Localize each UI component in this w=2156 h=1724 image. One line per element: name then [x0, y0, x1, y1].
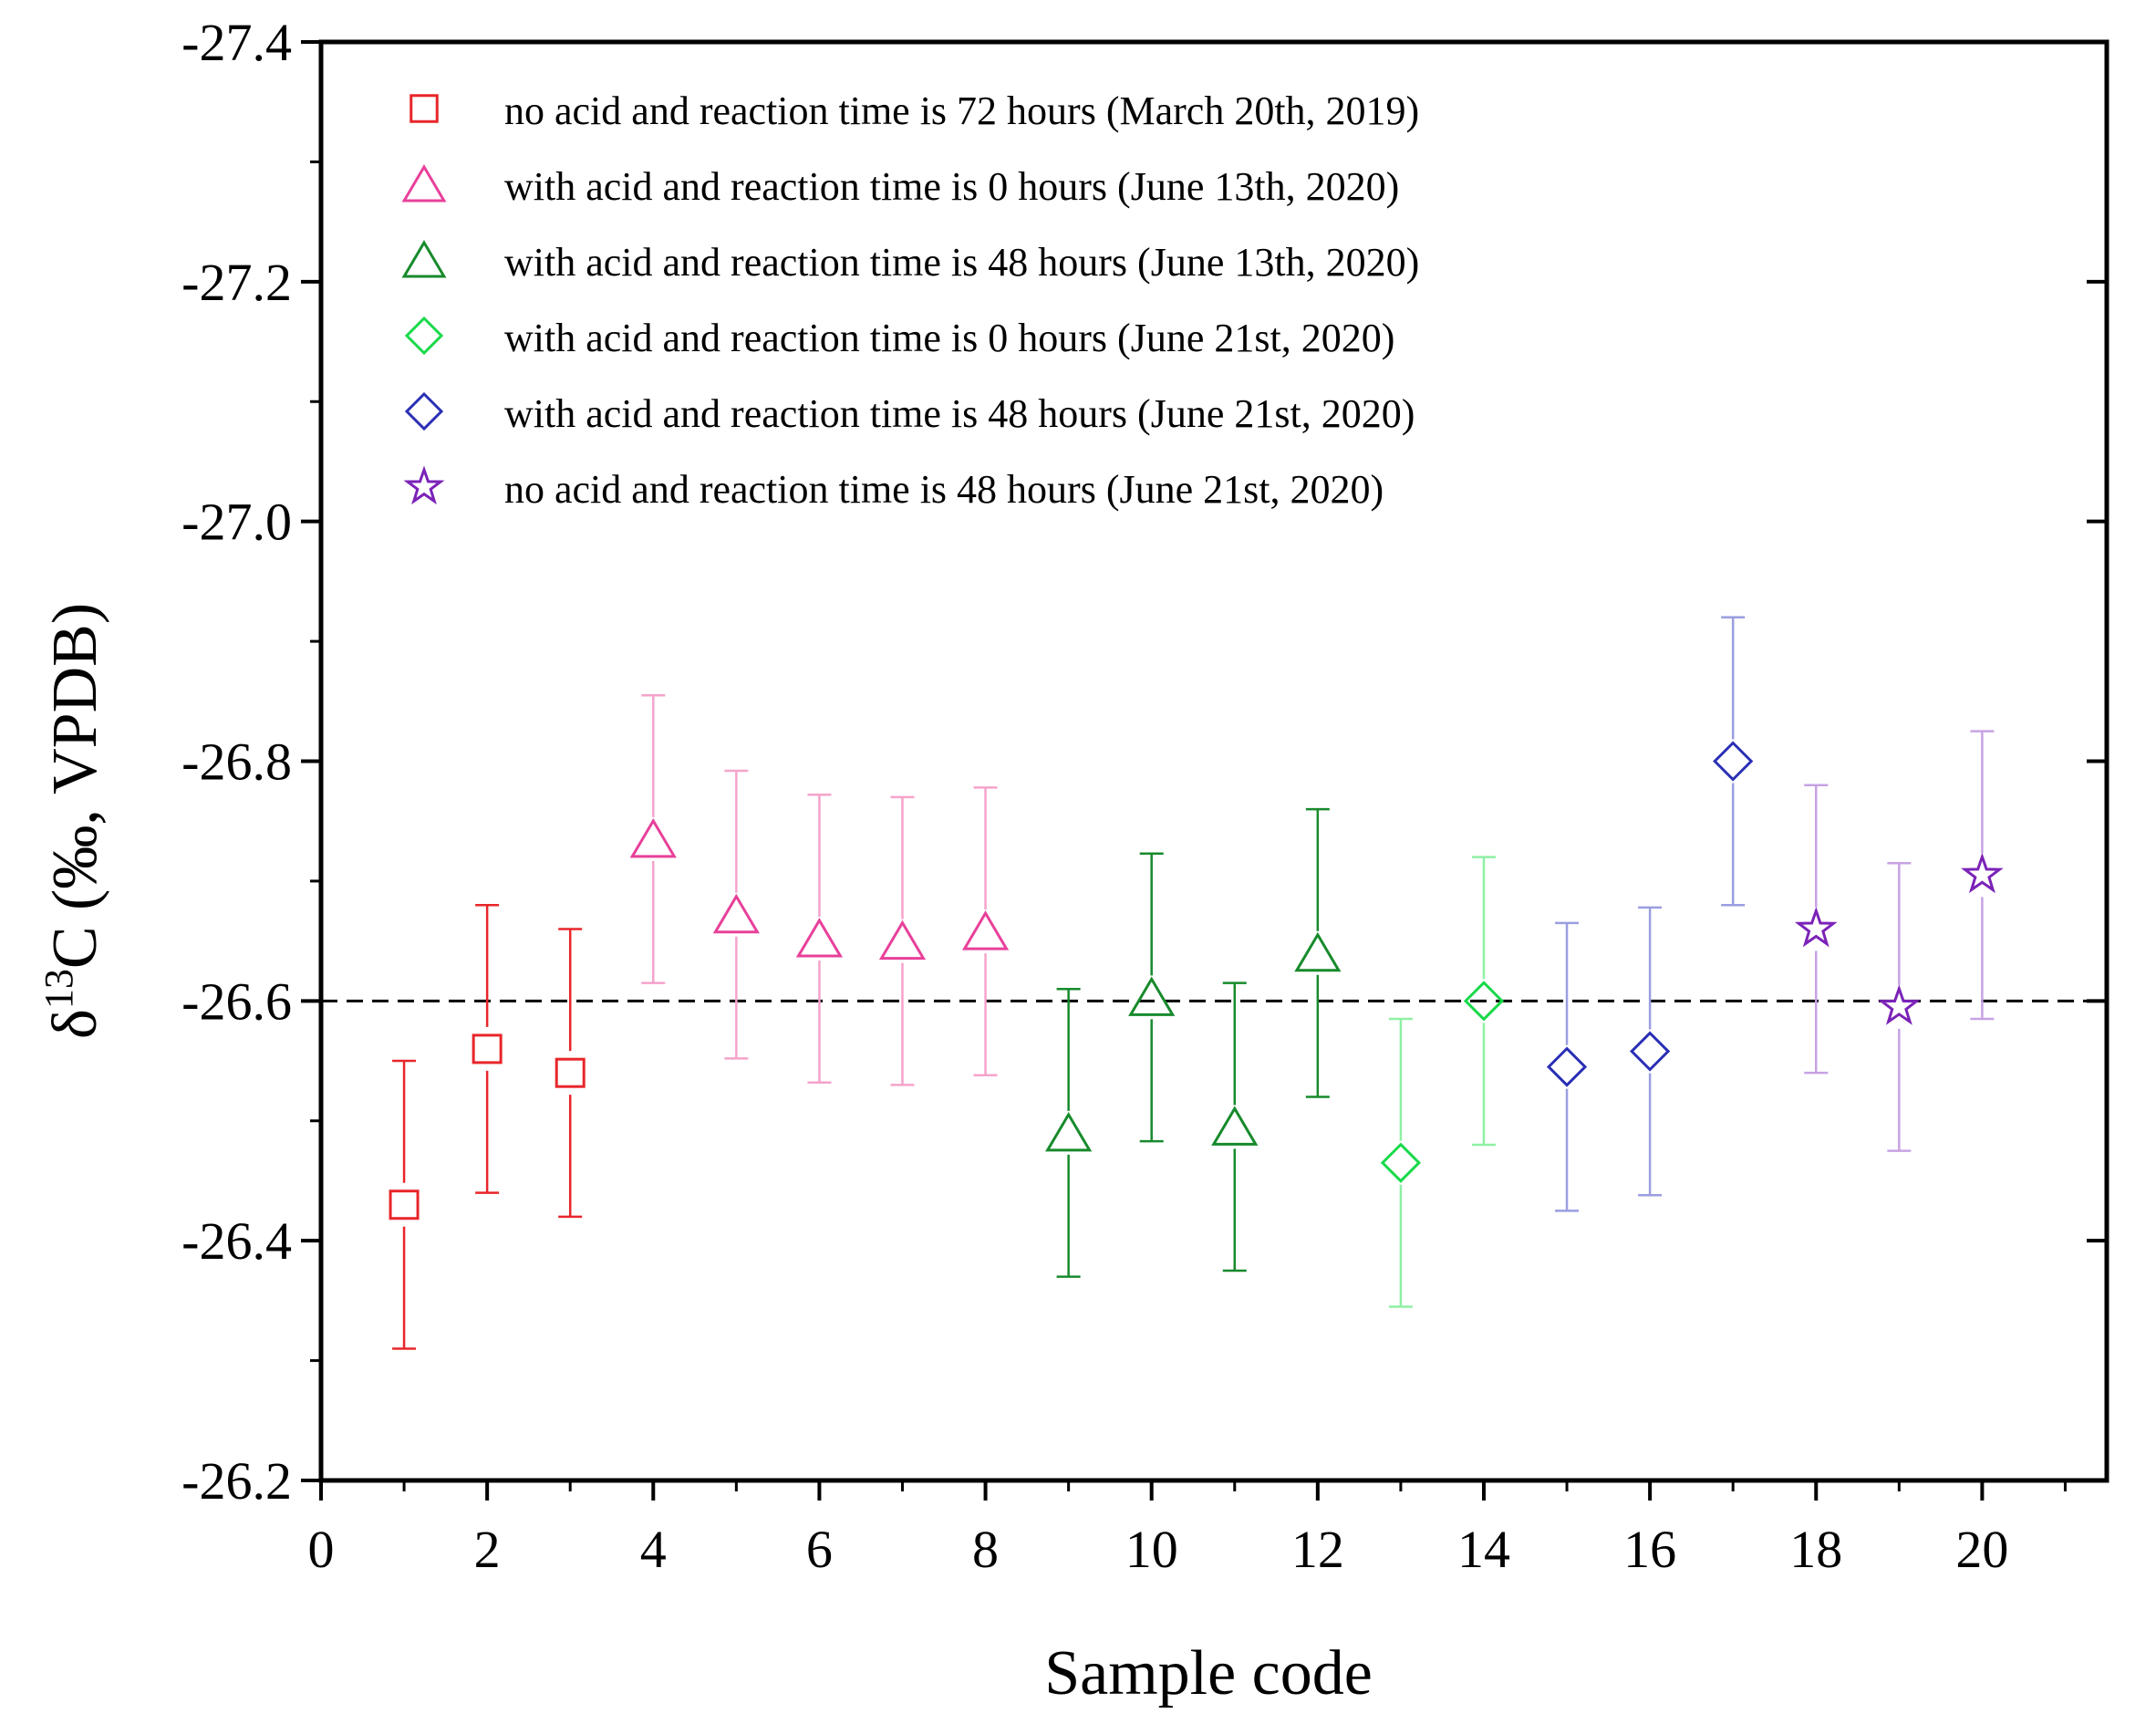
legend-marker — [404, 391, 444, 431]
legend-marker — [409, 94, 439, 123]
legend-label: with acid and reaction time is 48 hours … — [504, 391, 1415, 436]
data-point — [1877, 984, 1921, 1025]
legend-marker — [403, 465, 445, 505]
x-tick-label: 12 — [1291, 1520, 1344, 1579]
error-bar — [1056, 987, 1081, 1278]
error-bar — [1721, 616, 1746, 907]
legend-marker — [401, 240, 447, 278]
series-2 — [629, 693, 1010, 1086]
error-bar — [1555, 921, 1580, 1212]
legend-label: with acid and reaction time is 0 hours (… — [504, 316, 1394, 360]
legend-label: with acid and reaction time is 0 hours (… — [504, 164, 1399, 209]
y-axis-title-superscript: 13 — [36, 969, 81, 1009]
series-1 — [389, 903, 586, 1350]
error-bar — [392, 1059, 417, 1350]
y-tick-label: -26.8 — [181, 732, 292, 792]
series-5 — [1546, 616, 1754, 1212]
legend-item: no acid and reaction time is 72 hours (M… — [409, 88, 1419, 133]
y-tick-label: -27.2 — [181, 253, 292, 312]
legend-item: with acid and reaction time is 48 hours … — [401, 240, 1419, 285]
error-bar — [724, 769, 749, 1060]
error-bar — [1305, 807, 1330, 1098]
error-bar — [807, 794, 832, 1084]
x-tick-label: 18 — [1789, 1520, 1842, 1579]
error-bar — [973, 786, 998, 1077]
error-bar — [1970, 730, 1995, 1021]
legend-marker — [404, 316, 444, 356]
legend-label: with acid and reaction time is 48 hours … — [504, 240, 1419, 285]
data-point — [1211, 1106, 1259, 1146]
y-axis-title-suffix: C (‰, VPDB) — [40, 603, 110, 969]
series-6 — [1794, 730, 2004, 1152]
legend-item: no acid and reaction time is 48 hours (J… — [403, 465, 1384, 512]
data-point — [1713, 741, 1754, 782]
x-tick-label: 20 — [1955, 1520, 2008, 1579]
data-point — [389, 1189, 420, 1220]
data-point — [472, 1033, 503, 1065]
error-bar — [1222, 981, 1247, 1272]
y-tick-label: -26.2 — [181, 1451, 292, 1511]
x-tick-label: 16 — [1623, 1520, 1676, 1579]
data-point — [1629, 1031, 1671, 1072]
series-3 — [1045, 807, 1342, 1278]
legend-item: with acid and reaction time is 48 hours … — [404, 391, 1415, 436]
series-4 — [1380, 856, 1505, 1308]
error-bar — [1887, 861, 1912, 1152]
data-point — [795, 918, 844, 958]
data-point — [629, 817, 677, 858]
x-tick-label: 4 — [640, 1520, 667, 1579]
y-tick-label: -26.4 — [181, 1211, 292, 1271]
error-bar — [1139, 852, 1164, 1143]
data-point — [1128, 976, 1176, 1016]
data-point — [961, 910, 1010, 950]
error-bar — [558, 928, 583, 1219]
y-axis-title-prefix: δ — [40, 1009, 110, 1039]
data-point — [1380, 1142, 1422, 1183]
legend: no acid and reaction time is 72 hours (M… — [401, 88, 1419, 512]
data-point — [555, 1057, 586, 1088]
y-tick-label: -27.0 — [181, 493, 292, 552]
error-bar — [475, 903, 500, 1194]
data-point — [1546, 1046, 1588, 1087]
error-bar — [1388, 1017, 1413, 1308]
x-tick-label: 14 — [1457, 1520, 1510, 1579]
x-tick-label: 8 — [972, 1520, 999, 1579]
data-point — [1961, 852, 2004, 894]
data-point — [878, 919, 927, 961]
y-tick-label: -27.4 — [181, 13, 292, 72]
data-point — [1463, 981, 1505, 1022]
error-bar — [1638, 906, 1663, 1197]
error-bar — [1804, 784, 1829, 1075]
data-point — [1294, 931, 1342, 972]
x-axis-title: Sample code — [1044, 1638, 1373, 1708]
x-tick-label: 10 — [1125, 1520, 1178, 1579]
legend-marker — [401, 164, 447, 203]
error-bar — [890, 795, 915, 1086]
y-tick-label: -26.6 — [181, 971, 292, 1031]
data-point — [712, 893, 760, 934]
y-axis-title: δ13C (‰, VPDB) — [36, 603, 110, 1039]
error-bar — [1471, 856, 1496, 1147]
data-point — [1045, 1111, 1093, 1152]
x-tick-label: 2 — [474, 1520, 501, 1579]
x-tick-label: 0 — [308, 1520, 335, 1579]
legend-label: no acid and reaction time is 48 hours (J… — [504, 467, 1384, 512]
data-point — [1794, 906, 1838, 948]
legend-label: no acid and reaction time is 72 hours (M… — [504, 88, 1419, 133]
x-tick-label: 6 — [806, 1520, 833, 1579]
legend-item: with acid and reaction time is 0 hours (… — [401, 164, 1399, 209]
error-bar — [641, 693, 666, 984]
legend-item: with acid and reaction time is 0 hours (… — [404, 316, 1394, 360]
